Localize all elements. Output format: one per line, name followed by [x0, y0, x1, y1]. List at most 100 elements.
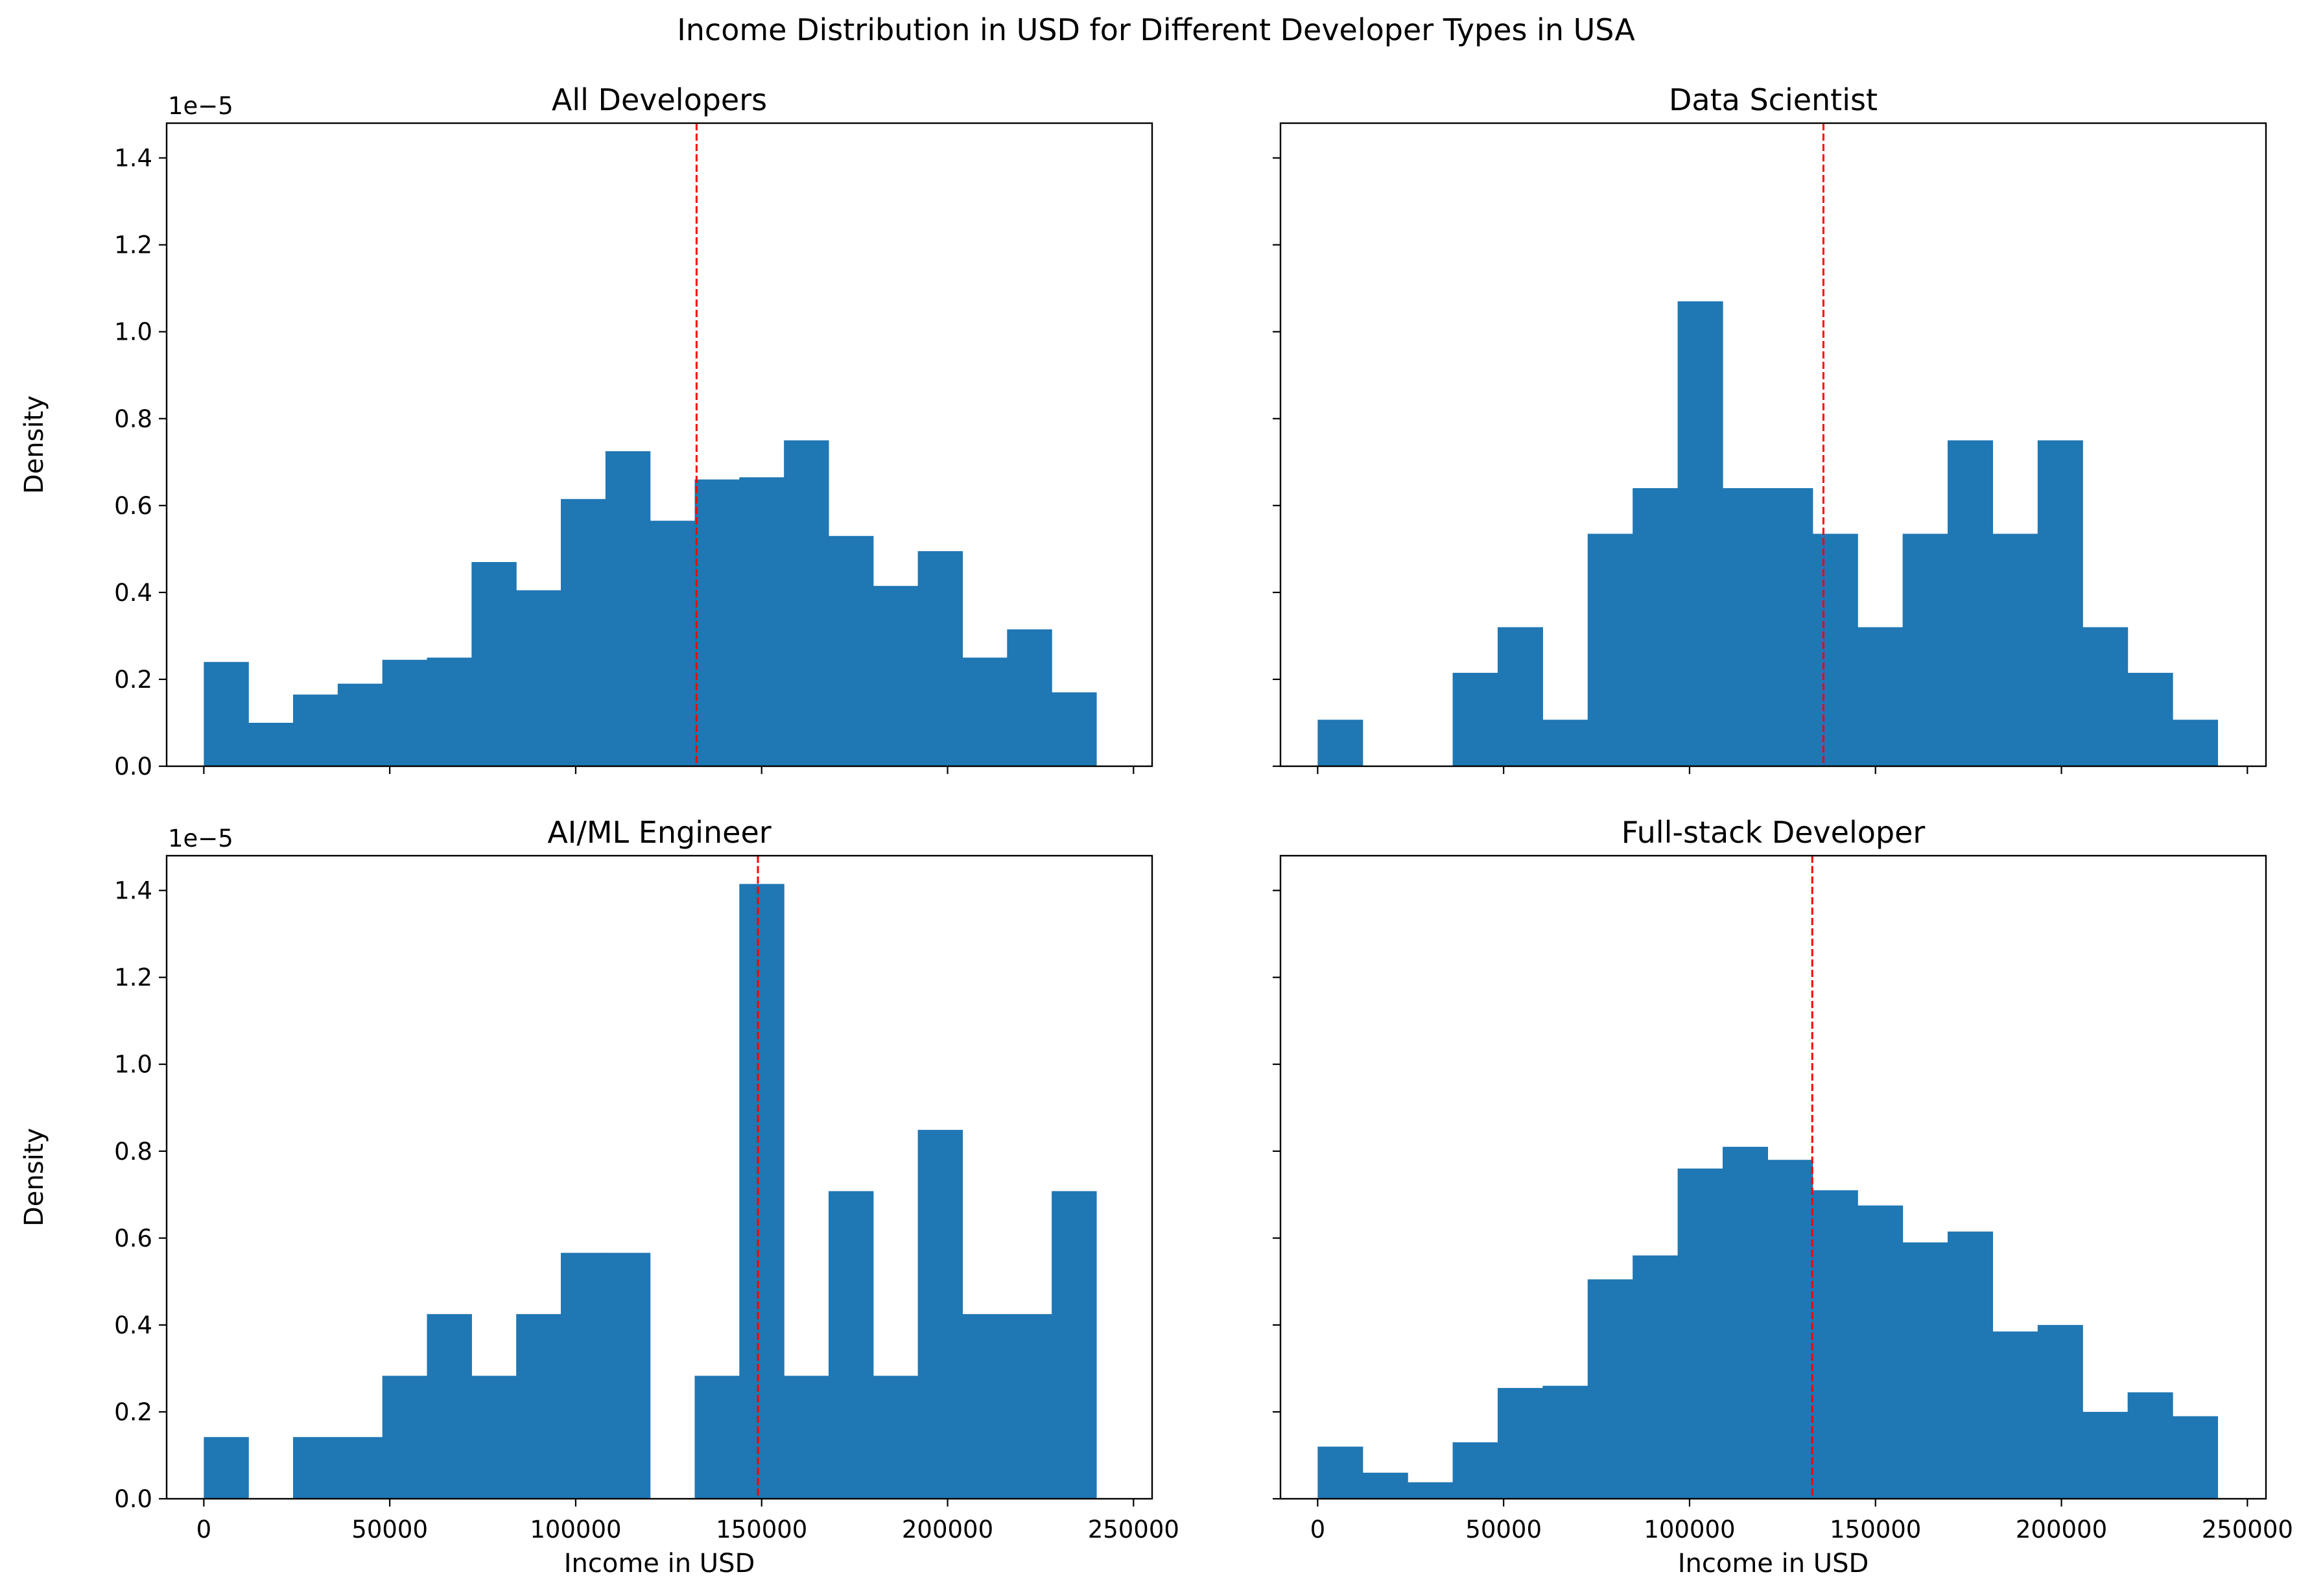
x-tick-label: 150000 [1830, 1516, 1921, 1543]
histogram-bar [962, 1314, 1008, 1499]
axes-frame [1279, 854, 2267, 1500]
x-tick-label: 100000 [1644, 1516, 1735, 1543]
histogram-bar [1677, 1168, 1723, 1499]
histogram-bar [382, 1376, 428, 1499]
histogram-bar [1587, 534, 1633, 766]
histogram-bar [784, 440, 829, 766]
subplot-2: Data Scientist [1273, 82, 2267, 774]
subplot-title: Data Scientist [1669, 82, 1878, 117]
subplot-1: 0.0 0.2 0.4 0.6 0.8 1.0 1.2 1.4 All Developers 1e… [19, 82, 1153, 780]
histogram-bar [561, 1252, 606, 1499]
histogram-bar [1452, 1442, 1498, 1499]
histogram-bar [1812, 534, 1858, 766]
x-tick-label: 250000 [2202, 1516, 2293, 1543]
histogram-bar [605, 451, 651, 766]
x-axis-label: Income in USD [1678, 1549, 1869, 1578]
x-tick-label: 200000 [2016, 1516, 2107, 1543]
histogram-bar [1858, 627, 1904, 766]
y-tick-label: 0.6 [114, 492, 152, 520]
histogram-bar [962, 657, 1008, 766]
x-tick-label: 0 [1310, 1516, 1326, 1543]
histogram-bar [650, 521, 696, 766]
x-tick-label: 0 [196, 1516, 212, 1543]
axes-frame [1279, 122, 2267, 768]
histogram-bar [2037, 1324, 2083, 1499]
histogram-bar [1452, 672, 1498, 766]
histogram-bar [2173, 720, 2219, 766]
y-tick-label: 1.4 [114, 877, 152, 905]
histogram-bar [427, 657, 472, 766]
axes-frame [165, 854, 1153, 1500]
histogram-bar [471, 561, 517, 766]
histogram-bar [2037, 440, 2083, 766]
histogram-bar [2127, 1392, 2173, 1499]
histogram-bar [1948, 1231, 1994, 1499]
y-tick-label: 0.2 [114, 666, 152, 694]
histogram-bar [1497, 627, 1543, 766]
subplot-3: 0 50000 100000 150000 200000 250000 0.0 0.2 0.4 0… [19, 815, 1179, 1578]
histogram-bar [471, 1376, 517, 1499]
histogram-bar [1633, 488, 1679, 766]
histogram-bar [1858, 1205, 1904, 1499]
histogram-bar [917, 551, 963, 766]
histogram-bar [337, 1437, 383, 1499]
histogram-bar [1542, 720, 1588, 766]
y-axis-label: Density [19, 395, 49, 494]
x-tick-label: 200000 [902, 1516, 993, 1543]
subplot-4: 0 50000 100000 150000 200000 250000 Full-stack… [1273, 815, 2293, 1578]
histogram-bar [1052, 692, 1097, 766]
histogram-bar [2127, 672, 2173, 766]
axes-frame [165, 122, 1153, 768]
histogram-bar [382, 659, 428, 766]
y-tick-label: 0.4 [114, 1311, 152, 1339]
y-tick-label: 0.2 [114, 1398, 152, 1426]
histogram-bar [828, 1191, 874, 1499]
histogram-bar [516, 590, 561, 766]
x-tick-label: 250000 [1088, 1516, 1179, 1543]
histogram-bar [1722, 1147, 1768, 1499]
histogram-bar [605, 1252, 651, 1499]
histogram-bar [516, 1314, 561, 1499]
histogram-bar [1767, 488, 1813, 766]
histogram-bar [1767, 1160, 1813, 1499]
x-tick-label: 150000 [716, 1516, 807, 1543]
y-tick-label: 0.8 [114, 1138, 152, 1166]
histogram-bar [2173, 1416, 2219, 1499]
y-offset-text: 1e−5 [168, 825, 233, 852]
histogram-bar [694, 479, 740, 766]
histogram-bar [1902, 1242, 1948, 1499]
histogram-bar [1722, 488, 1768, 766]
histogram-bar [1902, 534, 1948, 766]
histogram-bar [293, 1437, 338, 1499]
y-tick-label: 0.0 [114, 753, 152, 780]
histogram-bar [1633, 1255, 1679, 1499]
histogram-bar [293, 694, 338, 766]
x-tick-label: 100000 [530, 1516, 621, 1543]
subplot-title: Full-stack Developer [1622, 815, 1926, 850]
histogram-bar [1992, 534, 2038, 766]
histogram-bar [248, 722, 294, 766]
y-tick-label: 0.0 [114, 1485, 152, 1513]
histogram-bar [1317, 1446, 1363, 1499]
y-tick-label: 0.4 [114, 579, 152, 607]
histogram-bar [1497, 1388, 1543, 1499]
histogram-bar [427, 1314, 472, 1499]
histogram-bar [204, 1437, 249, 1499]
histogram-bar [1948, 440, 1994, 766]
histogram-bar [1007, 629, 1052, 766]
histogram-bar [784, 1376, 829, 1499]
histogram-bar [337, 683, 383, 766]
y-tick-label: 1.2 [114, 231, 152, 259]
y-tick-label: 0.8 [114, 405, 152, 433]
histogram-bar [2082, 627, 2129, 766]
x-tick-label: 50000 [351, 1516, 428, 1543]
subplot-title: AI/ML Engineer [547, 815, 771, 850]
histogram-bar [828, 535, 874, 766]
histogram-bar [694, 1376, 740, 1499]
y-tick-label: 1.0 [114, 1051, 152, 1079]
histogram-bar [1052, 1191, 1097, 1499]
y-tick-label: 1.0 [114, 318, 152, 346]
histogram-bar [917, 1129, 963, 1499]
histogram-bar [739, 477, 784, 766]
